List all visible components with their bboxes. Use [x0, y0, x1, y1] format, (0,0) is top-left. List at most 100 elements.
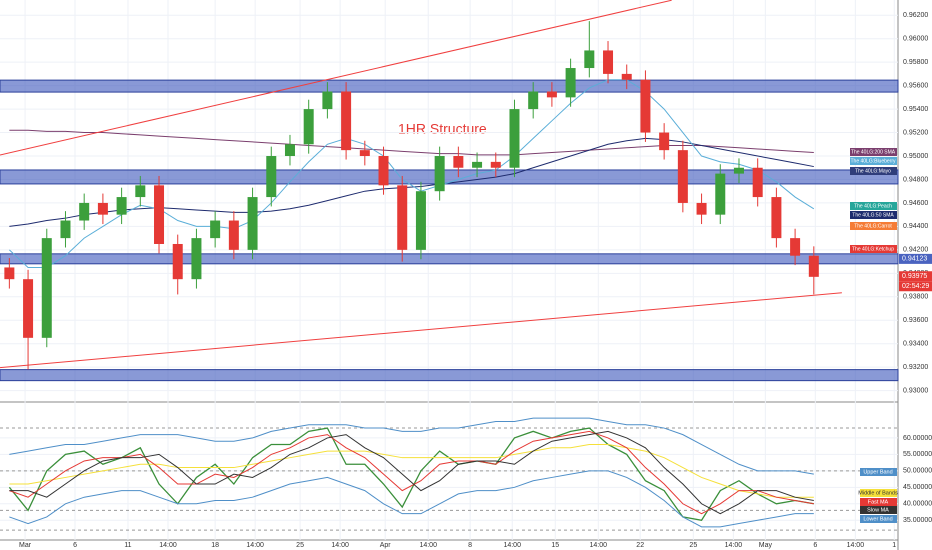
legend-label: Upper Band	[863, 469, 892, 475]
candle-body	[752, 167, 763, 198]
ma-tag: The 40LG:Blueberry	[850, 158, 896, 164]
candle-body	[41, 238, 52, 338]
candle-body	[284, 144, 295, 157]
candle-body	[472, 161, 483, 168]
candle-body	[790, 238, 801, 256]
ma-tag: The 40LG:200 SMA	[851, 149, 896, 155]
x-tick-label: May	[759, 542, 773, 549]
legend-bg	[860, 468, 897, 476]
candle-body	[415, 191, 426, 250]
zone	[0, 253, 899, 265]
countdown-bg	[899, 281, 932, 292]
x-tick-label: 14:00	[503, 542, 521, 549]
y-tick-label: 0.95800	[903, 59, 928, 66]
y-tick-label: 0.93800	[903, 294, 928, 301]
y-tick-label: 0.93200	[903, 364, 928, 371]
candle-body	[659, 132, 670, 151]
x-tick-label: 14:00	[419, 542, 437, 549]
x-tick-label: 25	[689, 542, 697, 549]
candle-body	[453, 156, 464, 168]
ma-tag: The 40LG:50 SMA	[852, 212, 894, 218]
y-tick-label: 0.96200	[903, 12, 928, 19]
candle-body	[322, 91, 333, 110]
x-tick-label: 14:00	[331, 542, 349, 549]
candle-body	[247, 197, 258, 250]
trend-line	[0, 0, 672, 156]
legend-bg	[860, 506, 897, 514]
ma-tag-bg	[850, 245, 897, 253]
candle-body	[116, 197, 127, 215]
legend-label: Middle of Bands	[858, 490, 898, 496]
candle-body	[228, 220, 239, 250]
legend-bg	[860, 489, 897, 497]
candle-body	[60, 220, 71, 239]
candle-body	[135, 185, 146, 198]
x-tick-label: 1	[892, 542, 896, 549]
candle-body	[210, 220, 221, 239]
y-tick-label: 0.93400	[903, 341, 928, 348]
x-tick-label: 8	[468, 542, 472, 549]
candle-body	[397, 185, 408, 250]
x-tick-label: 18	[211, 542, 219, 549]
zone	[0, 169, 899, 185]
candle-body	[4, 267, 15, 280]
candle-body	[359, 150, 370, 157]
price-tag-bg	[899, 271, 932, 282]
y-tick-label: 0.96000	[903, 36, 928, 43]
x-tick-label: 11	[124, 542, 131, 549]
indicator-line	[8, 427, 814, 521]
legend-label: Slow MA	[867, 507, 889, 513]
annotation: 1HR Structure	[398, 121, 487, 137]
price-tag: 0.94123	[902, 256, 927, 263]
candle-body	[434, 156, 445, 192]
candle-body	[509, 109, 520, 168]
y-tick-label: 0.94400	[903, 223, 928, 230]
x-tick-label: 14:00	[847, 542, 865, 549]
y-tick-label: 0.94600	[903, 200, 928, 207]
x-tick-label: 25	[296, 542, 304, 549]
x-tick-label: 14:00	[159, 542, 177, 549]
candle-body	[191, 238, 202, 280]
ma-tag-bg	[850, 167, 897, 175]
y-tick-label: 0.95000	[903, 153, 928, 160]
candle-body	[715, 173, 726, 215]
y-tick-label: 55.00000	[903, 451, 932, 458]
indicator-line	[9, 417, 814, 475]
indicator-line	[9, 470, 814, 528]
y-tick-label: 0.95200	[903, 129, 928, 136]
x-tick-label: 14:00	[725, 542, 743, 549]
zone	[0, 79, 899, 93]
price-tag: 0.93975	[902, 273, 927, 280]
candle-body	[640, 79, 651, 133]
countdown: 02:54:29	[902, 283, 929, 290]
trend-line	[0, 292, 842, 369]
y-tick-label: 0.95600	[903, 82, 928, 89]
candle-body	[303, 109, 314, 145]
ma-tag-bg	[850, 211, 897, 219]
legend-bg	[860, 498, 897, 506]
x-tick-label: 14:00	[590, 542, 608, 549]
ma-tag-bg	[850, 202, 897, 210]
moving-average	[9, 129, 814, 156]
candle-body	[23, 279, 34, 338]
candle-body	[528, 91, 539, 110]
candle-body	[490, 161, 501, 168]
legend-bg	[860, 515, 897, 523]
y-tick-label: 0.93000	[903, 387, 928, 394]
candle-body	[677, 150, 688, 203]
x-tick-label: 22	[636, 542, 644, 549]
y-tick-label: 35.00000	[903, 517, 932, 524]
ma-tag-bg	[850, 157, 897, 165]
candle-body	[154, 185, 165, 244]
y-tick-label: 0.95400	[903, 106, 928, 113]
candle-body	[771, 197, 782, 239]
ma-tag: The 40LG:Carrot	[854, 223, 892, 229]
indicator-line	[9, 430, 814, 515]
price-tag-bg	[899, 253, 932, 264]
candle-body	[603, 50, 614, 74]
x-tick-label: 14:00	[246, 542, 264, 549]
x-tick-label: 15	[551, 542, 559, 549]
x-tick-label: Mar	[19, 542, 32, 549]
candle-body	[79, 202, 90, 221]
